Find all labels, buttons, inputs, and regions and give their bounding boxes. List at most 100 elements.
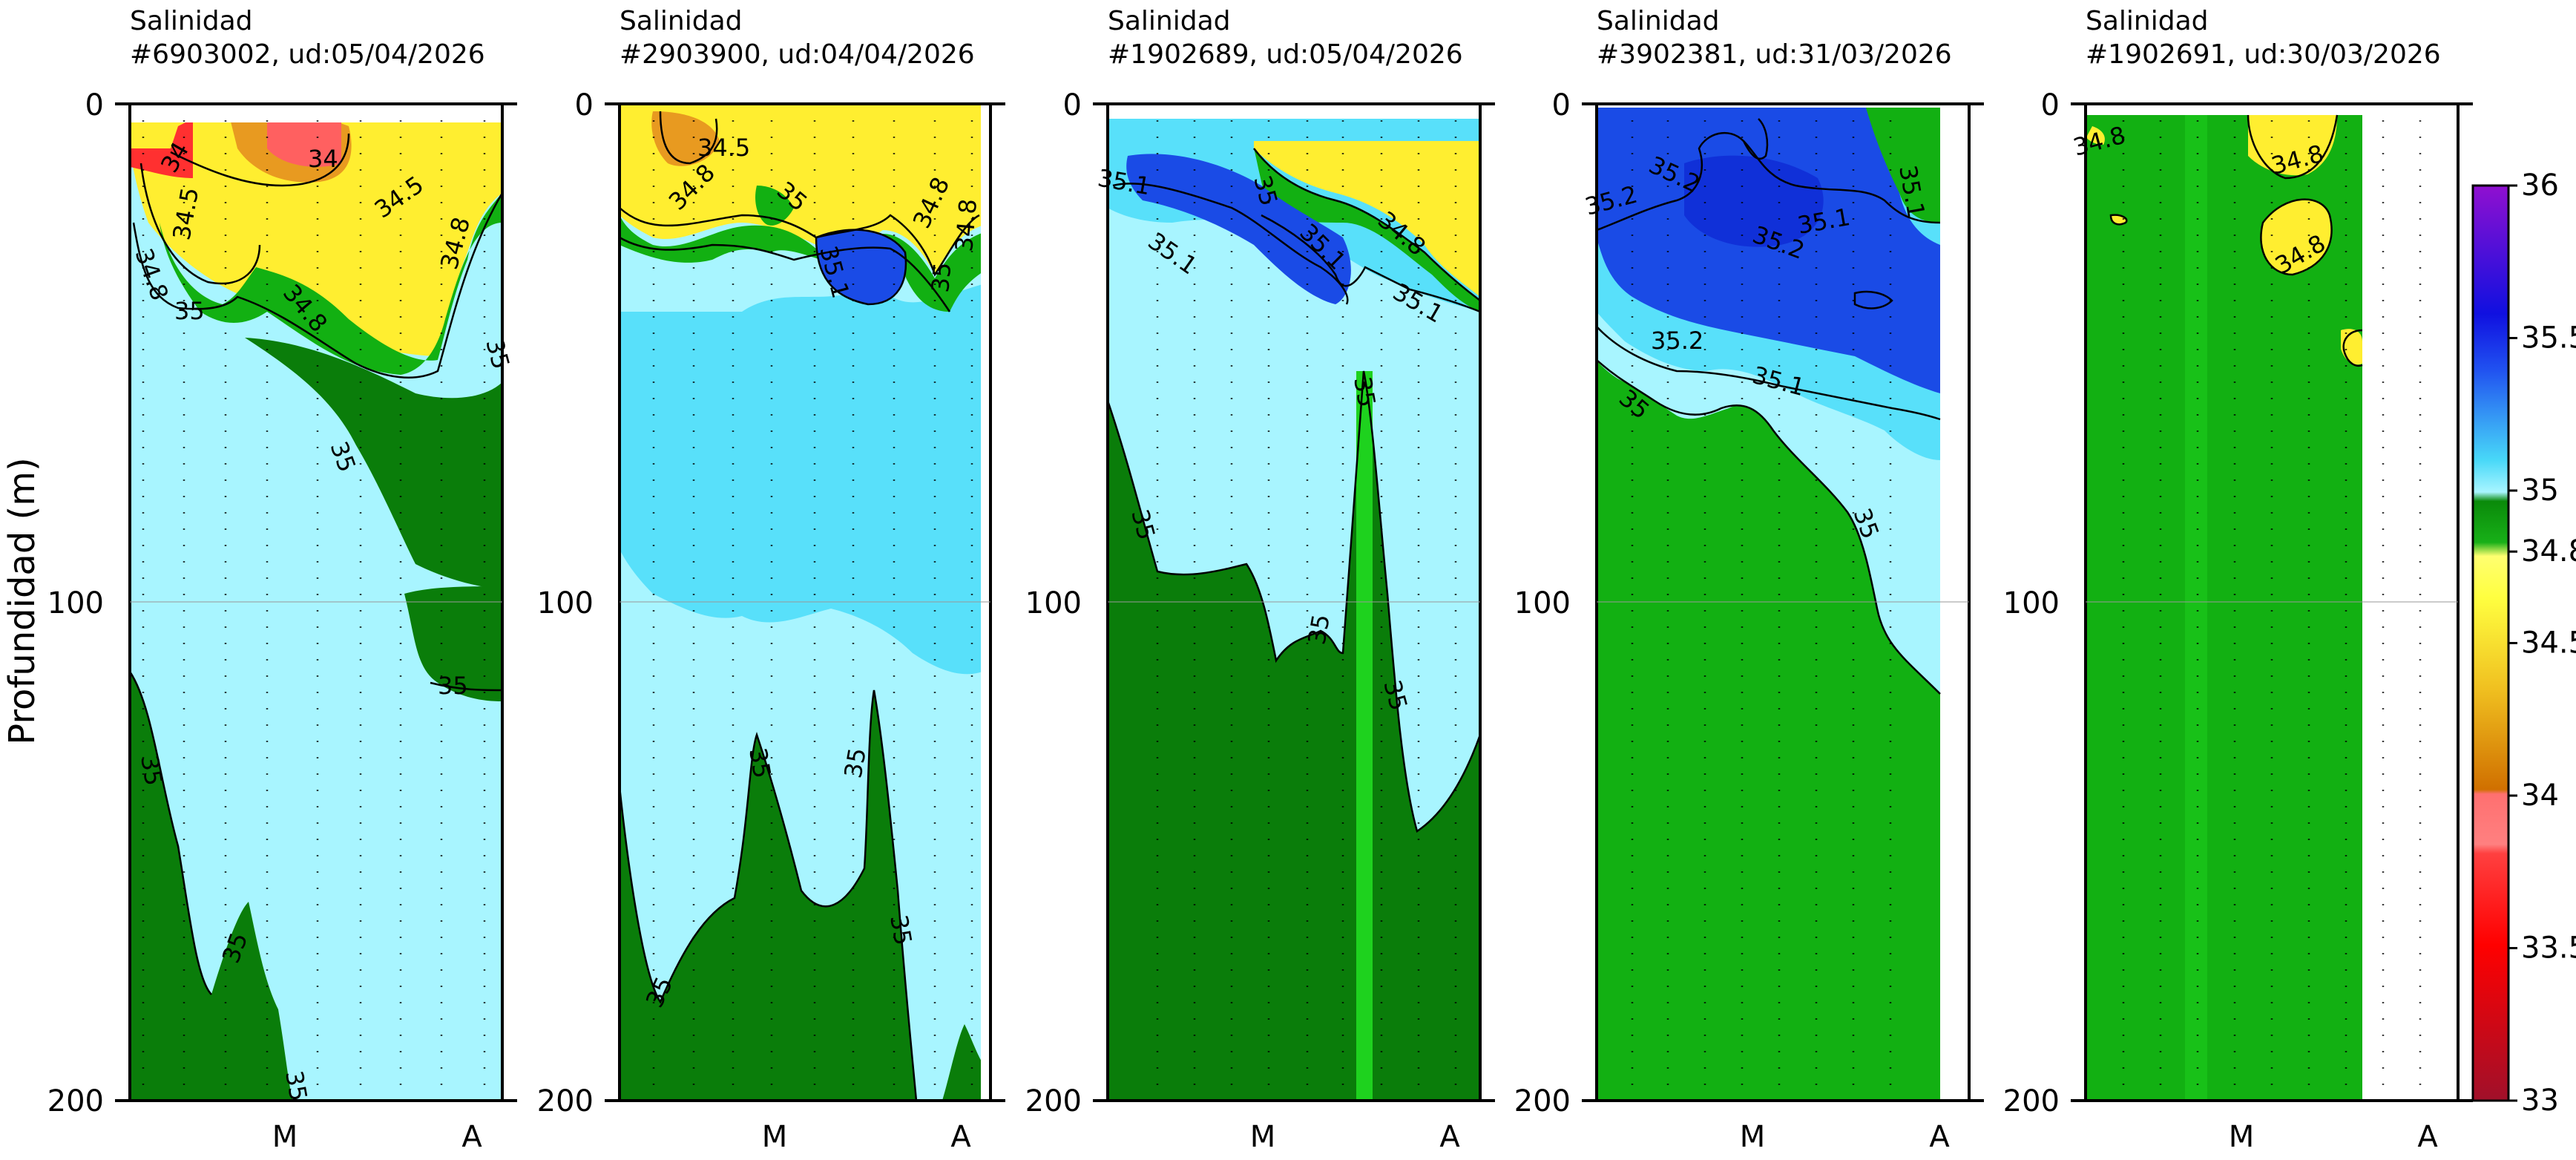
panel-1-region-red <box>267 119 341 167</box>
panel-4-field: 35.2 35.2 35.2 35.1 35.1 35.2 35.1 35 35 <box>1582 104 1969 1101</box>
panel-1-xtick-m: M <box>272 1120 298 1154</box>
panel-5-ytick-200: 200 <box>2003 1084 2060 1118</box>
panel-1-ytick-200: 200 <box>47 1084 104 1118</box>
panel-2-title: Salinidad <box>620 6 743 36</box>
panel-2-ytick-0: 0 <box>575 88 594 122</box>
colorbar-tick-label-6: 33.5 <box>2521 931 2576 966</box>
colorbar-tick-label-7: 33 <box>2521 1084 2559 1118</box>
panel-5-subtitle: #1902691, ud:30/03/2026 <box>2086 39 2441 70</box>
panel-5-region-green <box>2086 115 2362 1101</box>
panel-1-contour-label-2: 34 <box>308 145 338 173</box>
panel-3-ytick-100: 100 <box>1025 586 1082 620</box>
panel-4-xtick-a: A <box>1929 1120 1950 1154</box>
panel-3-region-yellow <box>1254 141 1480 297</box>
panel-5-xtick-a: A <box>2417 1120 2438 1154</box>
panel-5-title: Salinidad <box>2086 6 2209 36</box>
colorbar-tick-label-2: 35 <box>2521 473 2559 508</box>
panel-4-region-deep-blue <box>1684 155 1824 247</box>
panel-2-ytick-200: 200 <box>537 1084 594 1118</box>
panel-2-region-green-patch <box>755 186 794 226</box>
panel-1-region-red-top <box>130 119 193 178</box>
panel-2-region-green-band <box>620 215 990 312</box>
colorbar-tick-label-4: 34.5 <box>2521 626 2576 661</box>
panel-3-subtitle: #1902689, ud:05/04/2026 <box>1108 39 1463 70</box>
panel-4-xtick-m: M <box>1740 1120 1766 1154</box>
panel-2-subtitle: #2903900, ud:04/04/2026 <box>620 39 975 70</box>
panel-1-contours <box>128 133 504 995</box>
panel-1: Salinidad #6903002, ud:05/04/2026 34 34 <box>47 6 517 1154</box>
panel-2-contours <box>618 111 980 1101</box>
panel-5: Salinidad #1902691, ud:30/03/2026 34.8 3… <box>2003 6 2473 1154</box>
panel-3-contour-label-9: 35 <box>1302 612 1335 647</box>
panel-5-region-yellow-left <box>2086 126 2105 145</box>
panel-3-title: Salinidad <box>1108 6 1231 36</box>
panel-3-ytick-0: 0 <box>1063 88 1082 122</box>
panel-1-ytick-100: 100 <box>47 586 104 620</box>
panel-1-region-lower-green <box>404 586 502 701</box>
panel-5-contours <box>2109 114 2363 367</box>
panel-5-region-yellow-middle <box>2261 199 2332 275</box>
panel-2-contour-label-7: 35 <box>926 261 956 294</box>
panel-1-title: Salinidad <box>130 6 253 36</box>
colorbar: 36 35.5 35 34.8 34.5 34 33.5 33 <box>2471 168 2576 1118</box>
panel-5-ytick-100: 100 <box>2003 586 2060 620</box>
panel-3-region-green-band <box>1254 148 1480 312</box>
panel-3-ytick-200: 200 <box>1025 1084 1082 1118</box>
panel-1-contour-label-11: 35 <box>438 672 468 700</box>
panel-2-region-deep-right <box>942 1024 990 1101</box>
panel-1-contour-label-14: 35 <box>280 1069 312 1104</box>
panel-3-surface-gap <box>1108 104 1480 119</box>
panel-1-ytick-0: 0 <box>85 88 104 122</box>
panel-4-ytick-200: 200 <box>1514 1084 1571 1118</box>
panel-1-region-green-band <box>160 193 502 375</box>
gridlines <box>130 104 2458 1101</box>
panel-4: Salinidad #3902381, ud:31/03/2026 35.2 3… <box>1514 6 1984 1154</box>
panel-3-contour-label-7: 35 <box>1348 375 1381 410</box>
panel-4-contours <box>1596 118 1941 695</box>
panel-5-ytick-0: 0 <box>2041 88 2060 122</box>
panel-3-xtick-a: A <box>1439 1120 1460 1154</box>
colorbar-tick-label-5: 34 <box>2521 779 2559 813</box>
colorbar-tick-label-0: 36 <box>2521 168 2559 203</box>
panel-3: Salinidad #1902689, ud:05/04/2026 35.1 3… <box>1025 6 1495 1154</box>
colorbar-ticks: 36 35.5 35 34.8 34.5 34 33.5 33 <box>2508 168 2576 1118</box>
panel-3-contours <box>1106 148 1482 833</box>
panel-2-xtick-a: A <box>950 1120 971 1154</box>
panel-1-contour-label-12: 35 <box>135 753 168 788</box>
y-axis-label: Profundidad (m) <box>1 457 43 745</box>
panel-1-surface-gap <box>130 104 502 122</box>
panel-1-region-yellow <box>130 104 502 356</box>
colorbar-tick-label-3: 34.8 <box>2521 534 2576 568</box>
panel-2-contour-label-1: 34.5 <box>697 134 750 162</box>
panel-2-region-cyan <box>620 282 990 675</box>
panel-4-subtitle: #3902381, ud:31/03/2026 <box>1597 39 1952 70</box>
panel-4-contour-label-6: 35.2 <box>1651 327 1703 355</box>
colorbar-tick-label-1: 35.5 <box>2521 321 2576 355</box>
panel-1-contour-label-8: 35 <box>174 297 205 325</box>
panel-2-contour-label-6: 34.8 <box>950 197 982 252</box>
panel-5-region-yellow-top <box>2248 115 2337 176</box>
panel-2-contour-label-11: 35 <box>884 913 917 948</box>
panel-1-field: 34 34 34.5 34.5 34.8 34.8 34.8 35 35 35 … <box>128 104 516 1104</box>
panel-4-title: Salinidad <box>1597 6 1720 36</box>
panel-2-ytick-100: 100 <box>537 586 594 620</box>
panel-1-xtick-a: A <box>461 1120 482 1154</box>
panel-1-subtitle: #6903002, ud:05/04/2026 <box>130 39 485 70</box>
panel-5-region-bright-stripe <box>2185 115 2207 1101</box>
panel-3-region-bright-stripe <box>1356 371 1373 1101</box>
panel-2-contour-label-9: 35 <box>743 746 776 781</box>
panel-3-region-deep <box>1108 371 1480 1101</box>
panel-4-region-blue <box>1597 108 1940 393</box>
panel-1-region-deep <box>130 672 293 1101</box>
panel-4-ytick-100: 100 <box>1514 586 1571 620</box>
panel-4-ytick-0: 0 <box>1552 88 1571 122</box>
panel-2: Salinidad #2903900, ud:04/04/2026 34.5 <box>537 6 1005 1154</box>
colorbar-gradient <box>2471 184 2510 1102</box>
panel-2-xtick-m: M <box>762 1120 788 1154</box>
panel-4-region-green-top <box>1866 108 1940 223</box>
panel-3-xtick-m: M <box>1250 1120 1276 1154</box>
panel-2-contour-label-10: 35 <box>838 746 871 781</box>
panel-2-region-deep <box>620 690 916 1101</box>
panel-5-xtick-m: M <box>2229 1120 2255 1154</box>
